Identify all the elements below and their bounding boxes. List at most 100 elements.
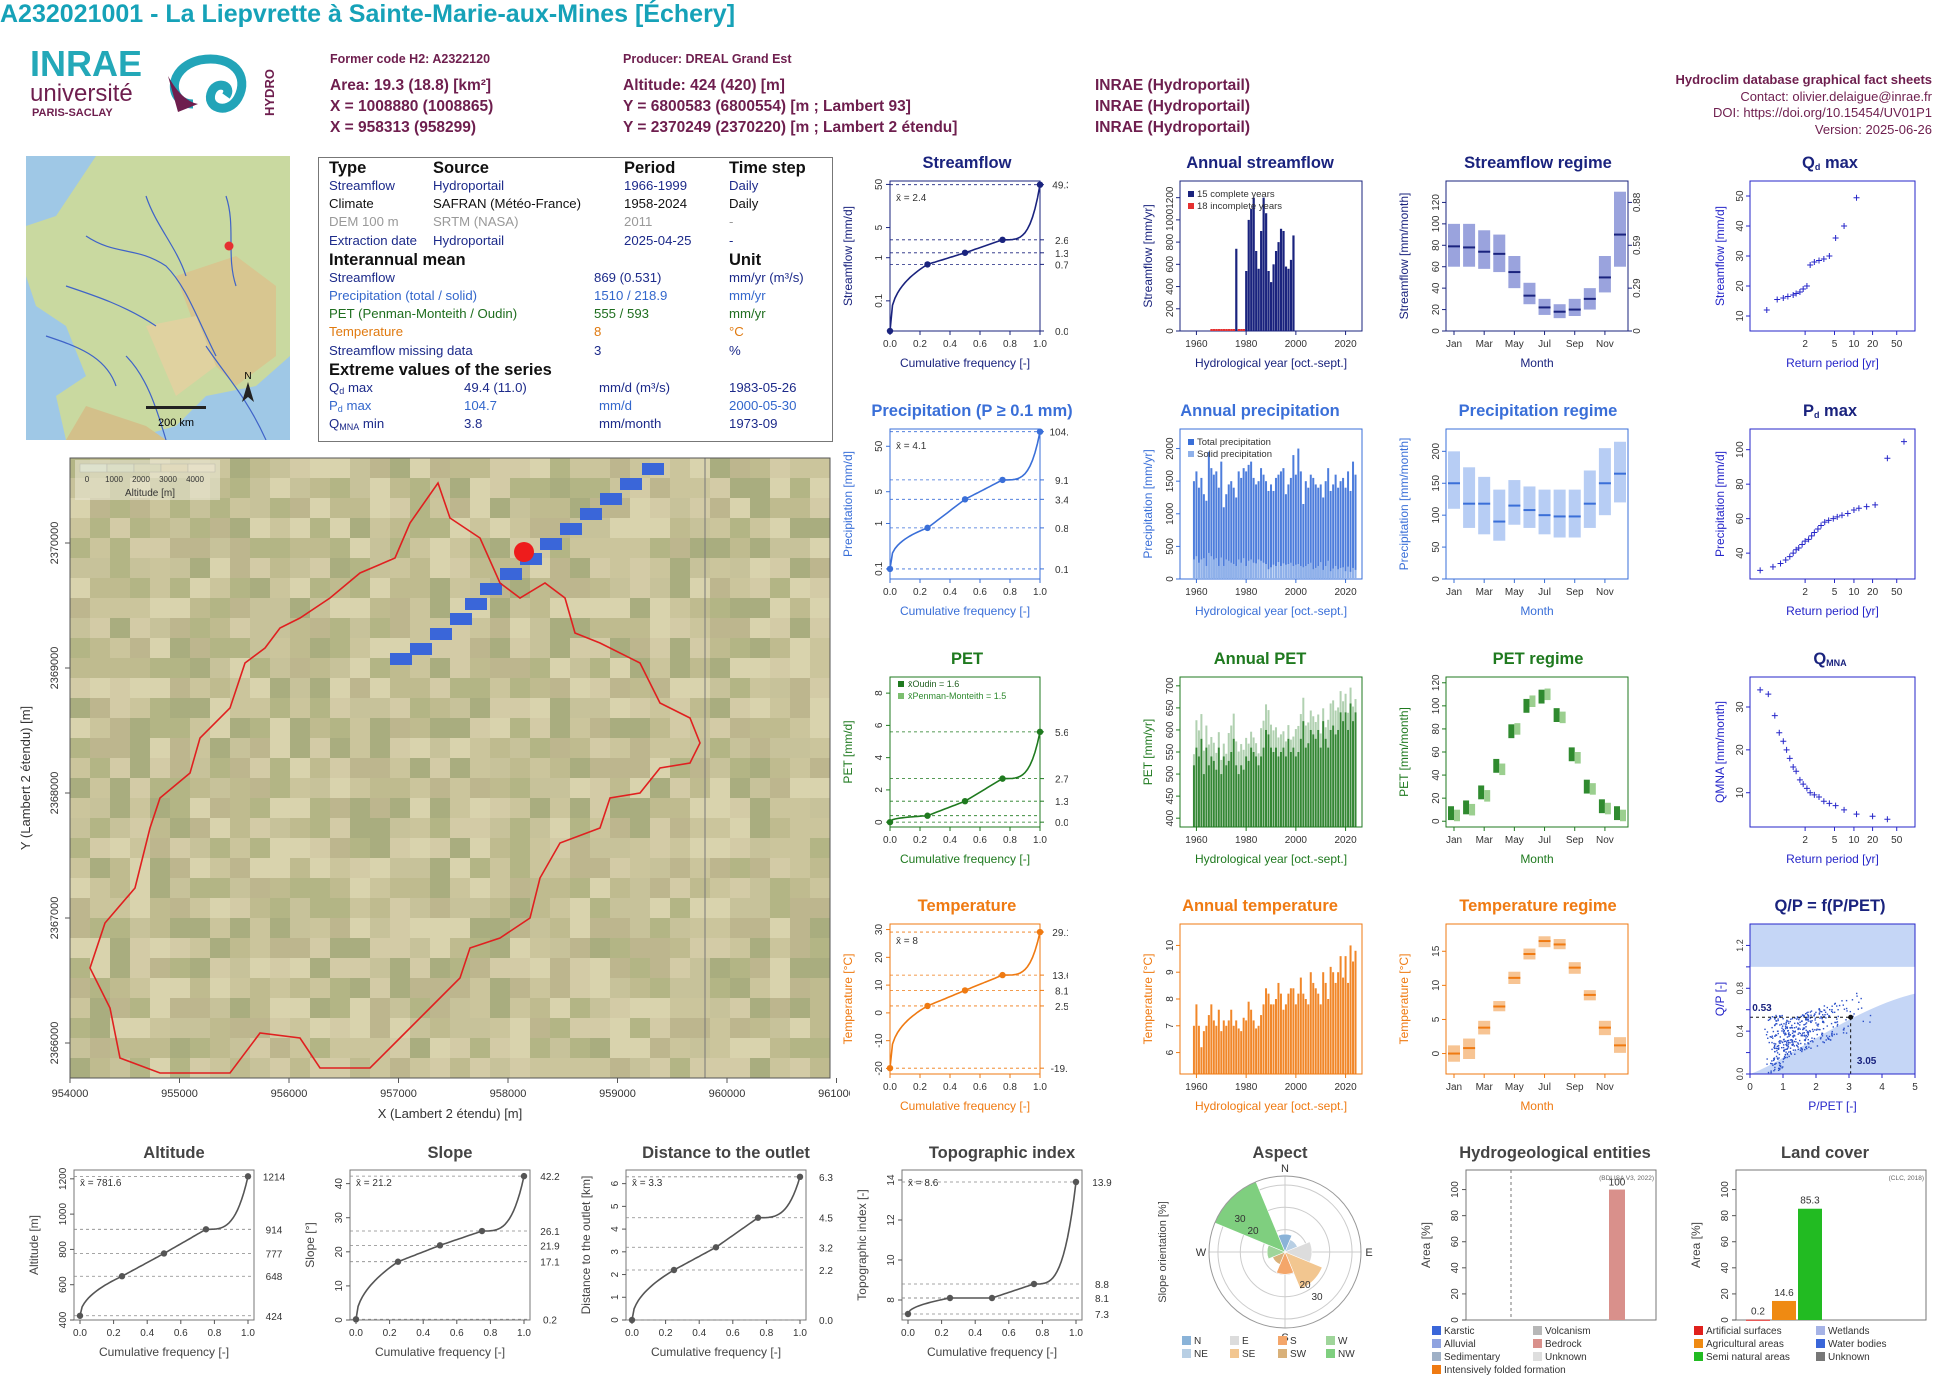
solid-bar [1317,565,1320,579]
terrain-cell [670,478,690,498]
legend-label: Bedrock [1545,1339,1583,1350]
left-tick-label: 40 [334,1178,345,1190]
terrain-cell [570,598,590,618]
scatter-point [1802,1032,1804,1034]
scatter-point [1774,1018,1776,1020]
terrain-cell [330,778,350,798]
terrain-cell [390,998,410,1018]
terrain-cell [110,798,130,818]
box [1553,708,1560,722]
quantile-point [520,1172,528,1180]
producer: Producer: DREAL Grand Est [623,52,792,66]
terrain-cell [350,698,370,718]
scatter-point [1860,1007,1863,1009]
terrain-cell [250,478,270,498]
terrain-cell [150,818,170,838]
terrain-cell [550,998,570,1018]
year-bar [1284,494,1287,579]
terrain-cell [170,938,190,958]
scatter-point [1791,1040,1793,1042]
solid-bar [1274,565,1277,579]
scatter-point [1791,1027,1794,1029]
terrain-cell [410,618,430,638]
france-overview-map: 200 km N [26,156,290,440]
info-cell: Type [329,159,367,177]
scatter-point [1807,1016,1810,1018]
terrain-cell [370,658,390,678]
ring-label: 30 [1311,1292,1323,1303]
scatter-point [1787,1029,1790,1032]
year-bar [1225,765,1228,827]
y-tick-label: 20 [1450,1288,1461,1300]
terrain-cell [170,1018,190,1038]
scatter-point [1790,1026,1793,1029]
terrain-cell [130,838,150,858]
scatter-point [1821,1020,1824,1023]
scatter-point [1810,1021,1812,1023]
terrain-cell [330,758,350,778]
scatter-point [1798,1027,1800,1029]
terrain-cell [210,558,230,578]
terrain-cell [750,578,770,598]
data-point [1811,529,1818,536]
y-tick-label: 10 [1735,787,1746,799]
title-annual-precip: Annual precipitation [1180,402,1340,420]
terrain-cell [690,978,710,998]
terrain-cell [530,818,550,838]
right-tick-label: 26.1 [540,1227,560,1238]
solid-bar [1237,559,1240,579]
terrain-cell [630,878,650,898]
solid-bar [1200,559,1203,579]
bar-label: 0.2 [1751,1307,1765,1318]
terrain-cell [810,718,830,738]
plot-frame [1735,1169,1927,1321]
terrain-cell [810,938,830,958]
scatter-point [1792,1043,1794,1046]
terrain-cell [230,578,250,598]
terrain-cell [430,1018,450,1038]
terrain-cell [210,578,230,598]
incomplete-year-bar [1230,329,1233,331]
terrain-cell [390,798,410,818]
data-point [1795,544,1802,551]
year-bar [1309,729,1312,827]
y-tick-label: 5 [1431,1016,1442,1022]
terrain-cell [610,798,630,818]
scatter-point [1789,1041,1791,1044]
terrain-cell [170,798,190,818]
scatter-point [1782,1017,1784,1020]
terrain-cell [150,558,170,578]
terrain-cell [150,798,170,818]
scatter-point [1787,1039,1790,1042]
terrain-cell [350,598,370,618]
terrain-cell [810,1038,830,1058]
box [1589,783,1596,795]
data-point [1830,515,1837,522]
terrain-cell [490,798,510,818]
credit-line2[interactable]: Contact: olivier.delaigue@inrae.fr [1740,88,1932,104]
scatter-point [1783,1038,1785,1041]
terrain-cell [210,738,230,758]
legend-label: Water bodies [1828,1339,1887,1350]
terrain-cell [510,698,530,718]
terrain-cell [250,938,270,958]
y-tick-label: 200 [1165,300,1176,317]
credit-line3[interactable]: DOI: https://doi.org/10.15454/UV01P1 [1713,105,1932,120]
terrain-cell [690,618,710,638]
plot-frame [73,1169,255,1321]
terrain-cell [190,1038,210,1058]
terrain-cell [170,758,190,778]
terrain-cell [710,638,730,658]
terrain-cell [390,758,410,778]
info-cell: mm/yr [729,288,766,303]
aspect-chart: NESW20302030Slope orientation [%]NESWNES… [1157,1163,1373,1360]
y-tick-label: 0 [1431,576,1442,582]
terrain-cell [630,918,650,938]
terrain-cell [370,818,390,838]
terrain-cell [90,938,110,958]
legend-swatch [1694,1352,1703,1361]
year-bar [1344,487,1347,579]
terrain-cell [710,718,730,738]
terrain-cell [670,858,690,878]
